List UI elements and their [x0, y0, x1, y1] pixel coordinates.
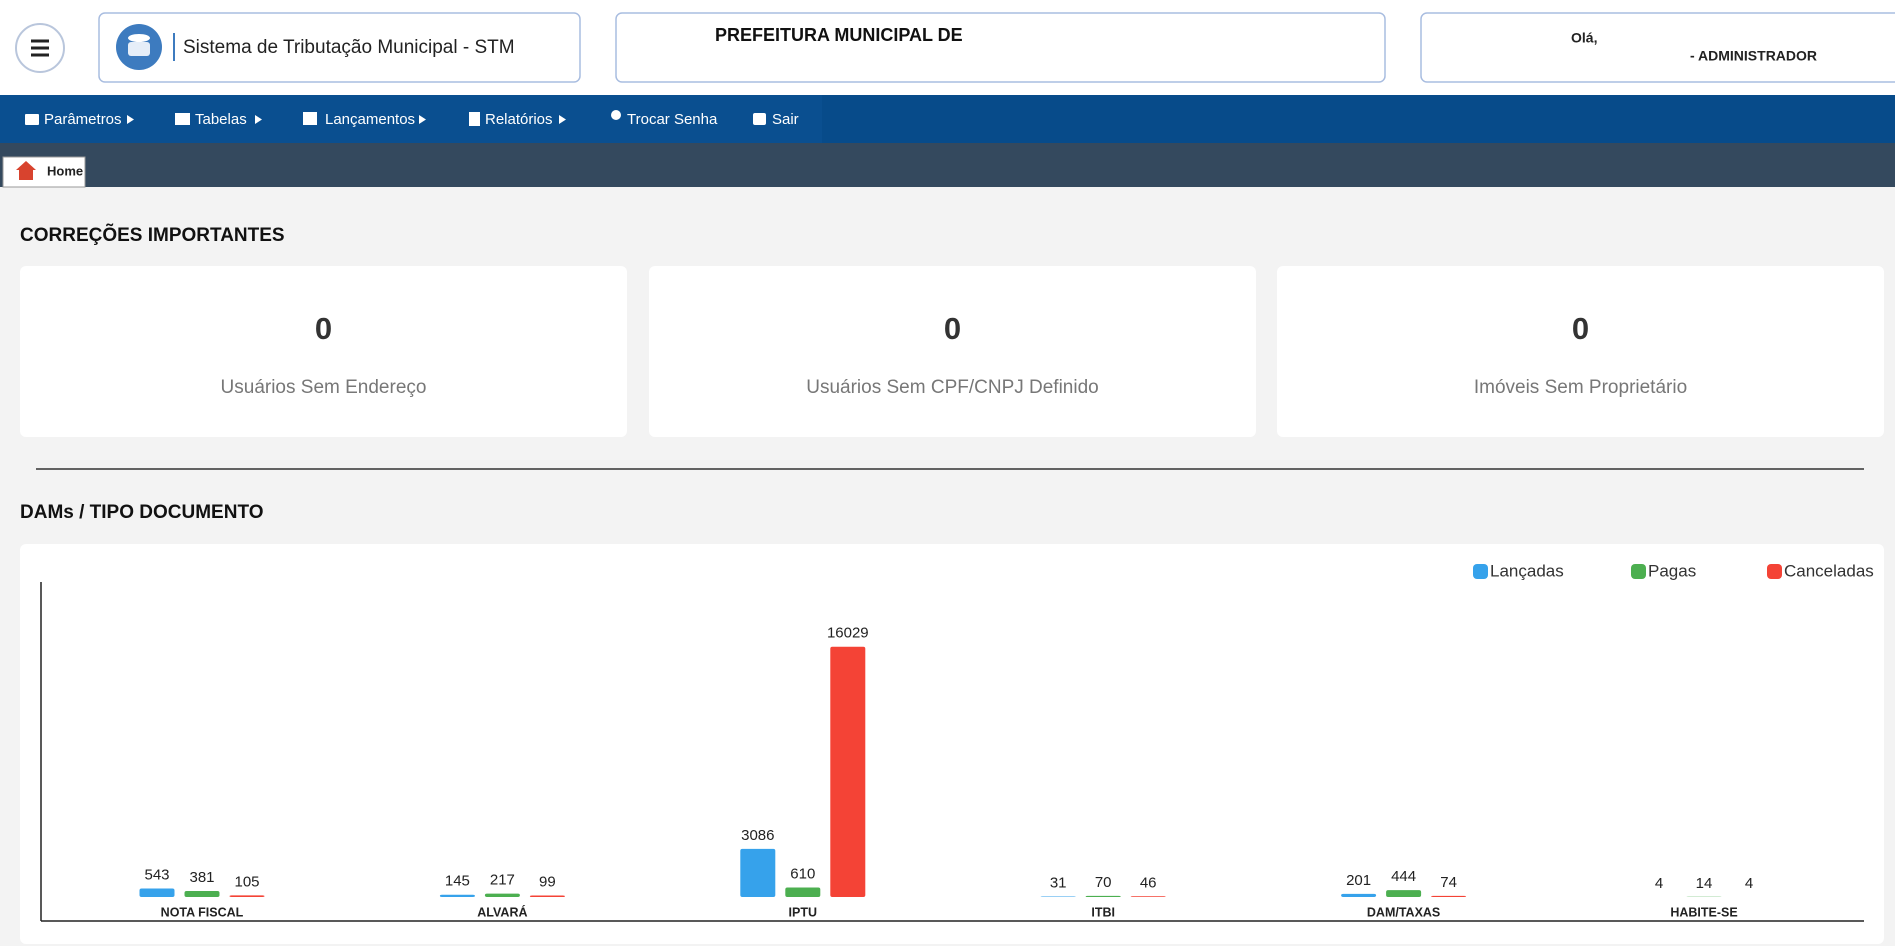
greeting: Olá, — [1571, 30, 1597, 46]
bar — [139, 888, 175, 897]
legend-swatch — [1631, 564, 1646, 579]
card-label: Usuários Sem CPF/CNPJ Definido — [806, 377, 1098, 398]
chart-title: DAMs / TIPO DOCUMENTO — [20, 502, 264, 523]
data-label: 4 — [1655, 875, 1663, 892]
x-tick-label: IPTU — [789, 905, 817, 919]
bar — [1085, 895, 1121, 897]
x-tick-label: DAM/TAXAS — [1367, 905, 1440, 919]
data-label: 16029 — [827, 625, 869, 642]
nav-menu — [0, 95, 822, 143]
card-value: 0 — [944, 311, 961, 346]
app-box — [98, 12, 581, 83]
data-label: 610 — [790, 865, 815, 882]
menu-icons — [25, 110, 766, 126]
data-label: 70 — [1095, 874, 1112, 891]
user-box — [1420, 12, 1895, 83]
bar — [1431, 895, 1467, 897]
bar — [529, 895, 565, 897]
card-value: 0 — [315, 311, 332, 346]
x-tick-label: NOTA FISCAL — [161, 905, 244, 919]
card — [20, 266, 627, 437]
card — [649, 266, 1256, 437]
card — [1277, 266, 1884, 437]
legend-label: Canceladas — [1784, 561, 1874, 580]
tab-label[interactable]: Home — [47, 163, 83, 178]
data-label: 217 — [490, 872, 515, 889]
chart: Lançadas Pagas Canceladas NOTA FISCAL 543 381… — [40, 561, 1874, 922]
card-value: 0 — [1572, 311, 1589, 346]
x-tick-label: ITBI — [1091, 905, 1115, 919]
data-label: 145 — [445, 873, 470, 890]
data-label: 381 — [189, 869, 214, 886]
menu-item[interactable]: Lançamentos — [325, 111, 415, 128]
data-label: 31 — [1050, 874, 1067, 891]
user-role: - ADMINISTRADOR — [1690, 48, 1817, 64]
legend-label: Pagas — [1648, 561, 1696, 580]
logo-db-body — [128, 42, 150, 56]
legend-label: Lançadas — [1490, 561, 1564, 580]
menu-item[interactable]: Sair — [772, 111, 799, 128]
org-box — [615, 12, 1386, 83]
data-label: 105 — [234, 873, 259, 890]
data-label: 444 — [1391, 868, 1416, 885]
menu-item[interactable]: Tabelas — [195, 111, 247, 128]
cards: 0 Usuários Sem Endereço 0 Usuários Sem CPF/… — [20, 266, 1884, 437]
bar — [830, 646, 866, 897]
bar — [184, 891, 220, 897]
org-title: PREFEITURA MUNICIPAL DE — [715, 25, 963, 45]
card-label: Usuários Sem Endereço — [221, 377, 427, 398]
bar — [1341, 893, 1377, 897]
chart-card — [20, 544, 1884, 944]
data-label: 46 — [1140, 874, 1157, 891]
home-tab[interactable] — [2, 156, 86, 188]
card-label: Imóveis Sem Proprietário — [1474, 377, 1687, 398]
app-title: Sistema de Tributação Municipal - STM — [183, 37, 515, 58]
tab-bar — [0, 143, 1895, 187]
bar — [229, 895, 265, 897]
home-icon — [16, 161, 36, 180]
data-label: 201 — [1346, 872, 1371, 889]
bar — [1386, 890, 1422, 897]
legend-swatch — [1473, 564, 1488, 579]
x-tick-label: ALVARÁ — [477, 904, 527, 919]
bar — [1130, 896, 1166, 897]
bar — [484, 893, 520, 897]
data-label: 99 — [539, 873, 556, 890]
hamburger-icon — [31, 39, 49, 57]
menu-item[interactable]: Relatórios — [485, 111, 553, 128]
logo-db — [128, 34, 150, 42]
menu-item[interactable]: Parâmetros — [44, 111, 122, 128]
section-title: CORREÇÕES IMPORTANTES — [20, 224, 285, 246]
data-label: 4 — [1745, 875, 1753, 892]
bar — [785, 887, 821, 897]
data-label: 14 — [1696, 875, 1713, 892]
x-tick-label: HABITE-SE — [1670, 905, 1737, 919]
data-label: 543 — [144, 866, 169, 883]
menu-item[interactable]: Trocar Senha — [627, 111, 718, 128]
data-label: 74 — [1440, 874, 1457, 891]
legend-swatch — [1767, 564, 1782, 579]
bar — [740, 848, 776, 897]
bar — [439, 894, 475, 897]
data-label: 3086 — [741, 827, 774, 844]
